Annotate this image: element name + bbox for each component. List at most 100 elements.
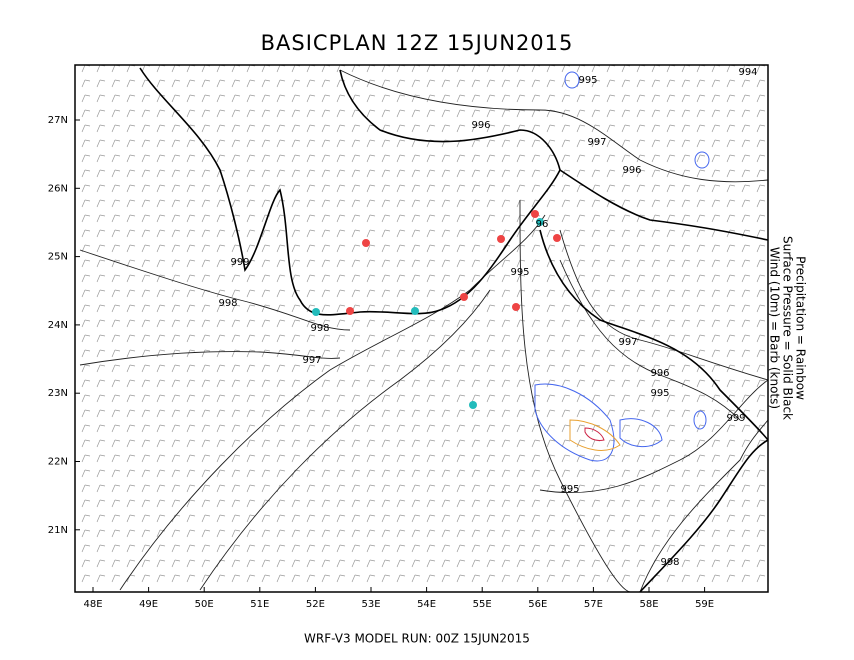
barb-flag	[369, 514, 376, 517]
barb-flag	[144, 349, 151, 352]
barb-flag	[114, 169, 121, 172]
barb-flag	[309, 364, 316, 367]
lon-label: 59E	[695, 599, 714, 610]
isobar	[519, 199, 631, 593]
barb	[621, 394, 626, 403]
barb-flag	[99, 454, 106, 457]
barb	[516, 319, 521, 328]
barb	[636, 454, 641, 463]
barb-flag	[699, 289, 706, 292]
barb-flag	[609, 469, 616, 472]
barb	[486, 334, 491, 343]
barb	[81, 424, 86, 433]
barb-flag	[414, 364, 421, 367]
barb	[531, 334, 536, 343]
barb-flag	[654, 229, 661, 232]
barb	[231, 259, 236, 268]
barb-flag	[99, 379, 106, 382]
barb	[171, 184, 176, 193]
barb	[426, 154, 431, 163]
barb	[291, 409, 296, 418]
barb-flag	[579, 574, 586, 577]
barb-flag	[204, 259, 211, 262]
barb-flag	[204, 199, 211, 202]
barb-flag	[414, 259, 421, 262]
barb-flag	[324, 424, 331, 427]
barb	[186, 574, 191, 583]
barb	[741, 514, 746, 523]
barb-flag	[234, 139, 241, 142]
barb	[351, 559, 356, 568]
barb-flag	[504, 439, 511, 442]
barb	[516, 199, 521, 208]
barb	[141, 394, 146, 403]
barb	[471, 574, 476, 583]
barb	[336, 64, 341, 73]
barb	[246, 334, 251, 343]
lon-label: 49E	[139, 599, 158, 610]
barb-flag	[504, 304, 511, 307]
barb	[141, 274, 146, 283]
barb	[306, 319, 311, 328]
barb-flag	[264, 199, 271, 202]
barb	[381, 409, 386, 418]
barb-flag	[249, 199, 256, 202]
barb	[291, 139, 296, 148]
barb-flag	[429, 319, 436, 322]
barb	[426, 109, 431, 118]
barb-flag	[444, 199, 451, 202]
barb-flag	[744, 559, 751, 562]
barb	[531, 259, 536, 268]
barb-flag	[249, 124, 256, 127]
station	[460, 293, 468, 301]
barb-flag	[339, 454, 346, 457]
barb-flag	[744, 394, 751, 397]
barb	[456, 544, 461, 553]
barb	[201, 499, 206, 508]
barb	[336, 544, 341, 553]
barb	[306, 244, 311, 253]
barb	[231, 514, 236, 523]
barb	[276, 439, 281, 448]
barb	[381, 349, 386, 358]
barb-flag	[549, 214, 556, 217]
barb	[111, 169, 116, 178]
barb	[396, 544, 401, 553]
barb	[351, 109, 356, 118]
barb	[696, 334, 701, 343]
barb	[501, 289, 506, 298]
barb	[201, 79, 206, 88]
barb	[666, 349, 671, 358]
barb-flag	[729, 499, 736, 502]
barb	[291, 214, 296, 223]
barb-flag	[669, 394, 676, 397]
barb-flag	[159, 289, 166, 292]
barb	[606, 529, 611, 538]
barb	[621, 139, 626, 148]
barb-flag	[669, 454, 676, 457]
barb	[111, 64, 116, 73]
barb-flag	[684, 289, 691, 292]
barb	[726, 349, 731, 358]
barb	[96, 514, 101, 523]
barb	[201, 109, 206, 118]
barb-flag	[669, 259, 676, 262]
barb	[456, 244, 461, 253]
barb-flag	[114, 379, 121, 382]
barb-flag	[279, 244, 286, 247]
barb	[591, 274, 596, 283]
barb	[531, 274, 536, 283]
station	[531, 210, 539, 218]
barb	[486, 379, 491, 388]
barb	[216, 229, 221, 238]
barb-flag	[189, 199, 196, 202]
barb	[576, 544, 581, 553]
barb-flag	[759, 394, 766, 397]
barb-flag	[594, 349, 601, 352]
barb-flag	[264, 529, 271, 532]
barb	[756, 94, 761, 103]
barb-flag	[714, 289, 721, 292]
barb-flag	[294, 334, 301, 337]
barb-flag	[654, 154, 661, 157]
barb-flag	[399, 574, 406, 577]
